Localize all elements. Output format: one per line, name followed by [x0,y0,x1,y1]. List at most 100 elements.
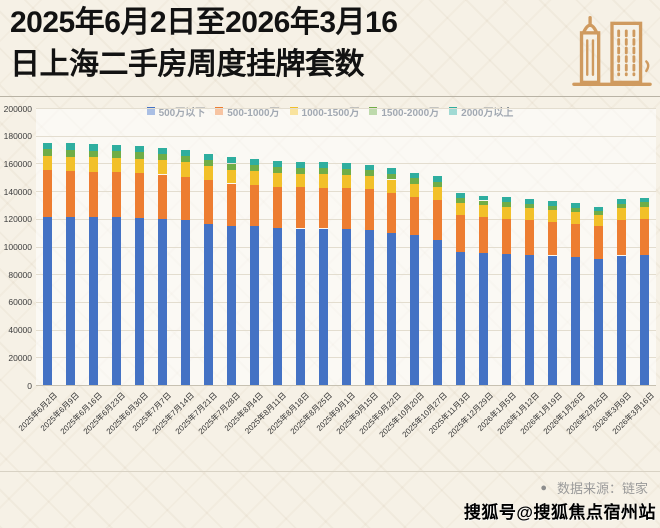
header-divider [0,96,660,97]
bar-segment-500-1000万 [318,187,328,229]
bar-segment-500万以下 [502,254,512,385]
bar-segment-500-1000万 [479,217,489,254]
bar-segment-2000万以上 [525,199,535,204]
bar-segment-2000万以上 [65,143,75,150]
bar-segment-2000万以上 [479,195,489,201]
gridline [36,385,656,386]
bar-segment-1000-1500万 [203,166,213,181]
bar-segment-1500-2000万 [249,165,259,172]
bar-segment-1000-1500万 [548,210,558,222]
bar-segment-1500-2000万 [410,178,420,184]
bar-segment-2000万以上 [111,144,121,152]
bar-segment-500-1000万 [295,187,305,229]
bar-segment-1000-1500万 [88,157,98,172]
bar-segment-500-1000万 [272,186,282,228]
bar-segment-1000-1500万 [341,175,351,189]
watermark-text: 搜狐号@搜狐焦点宿州站 [463,503,656,522]
bar-segment-1500-2000万 [502,202,512,207]
bar-segment-500万以下 [203,223,213,385]
bar-segment-1500-2000万 [594,211,604,216]
bar-segment-1000-1500万 [318,174,328,188]
bar-segment-2000万以上 [571,203,581,208]
bar-segment-1500-2000万 [525,203,535,209]
bar-segment-1500-2000万 [341,169,351,175]
bar-segment-1000-1500万 [433,187,443,201]
bar-segment-500万以下 [617,255,627,385]
y-axis-tick-label: 160000 [3,158,32,169]
y-axis-tick-label: 40000 [8,325,32,336]
bar-segment-500万以下 [433,239,443,385]
bar-segment-1500-2000万 [157,153,167,161]
bar-segment-1000-1500万 [502,206,512,219]
bar-segment-1500-2000万 [640,202,649,207]
bar-segment-500-1000万 [410,196,420,236]
bar-segment-500万以下 [43,216,52,385]
bar-segment-1500-2000万 [134,152,144,159]
bar-segment-2000万以上 [249,159,259,166]
bar-segment-1500-2000万 [318,168,328,175]
bar-segment-1000-1500万 [525,208,535,221]
gridline [36,108,656,109]
y-axis-tick-label: 0 [27,380,32,391]
bar-segment-2000万以上 [387,168,397,174]
bar-segment-1000-1500万 [571,212,581,224]
bar-segment-500-1000万 [640,218,649,255]
bar-segment-500万以下 [364,229,374,385]
bar-segment-500-1000万 [594,226,604,259]
bar-segment-500万以下 [640,254,649,385]
y-axis-tick-label: 80000 [8,269,32,280]
bar-segment-2000万以上 [502,197,512,202]
title-line-1: 2025年6月2日至2026年3月16 [10,6,398,39]
bar-segment-1500-2000万 [65,150,75,157]
bar-segment-500万以下 [594,259,604,385]
bar-segment-500万以下 [111,217,121,385]
bar-segment-1500-2000万 [617,203,627,209]
bar-segment-500-1000万 [387,192,397,233]
bar-segment-1000-1500万 [640,206,649,219]
y-axis-tick-label: 140000 [3,186,32,197]
bar-segment-2000万以上 [43,142,52,150]
bar-segment-500万以下 [410,235,420,385]
bar-segment-500万以下 [525,254,535,385]
bar-segment-1500-2000万 [479,200,489,206]
bar-segment-500-1000万 [157,174,167,219]
bar-segment-1000-1500万 [249,171,259,185]
bar-segment-500-1000万 [203,180,213,224]
bar-segment-500万以下 [88,217,98,385]
bar-segment-1000-1500万 [479,205,489,218]
bar-segment-500万以下 [548,255,558,385]
data-source-text: 数据来源：链家 [556,481,648,496]
data-source: ● 数据来源：链家 [540,478,648,497]
bar-segment-2000万以上 [341,163,351,170]
bar-segment-2000万以上 [617,199,627,204]
bar-segment-500-1000万 [502,218,512,255]
bar-segment-1000-1500万 [226,169,236,184]
bar-segment-2000万以上 [640,197,649,203]
bar-segment-1500-2000万 [88,150,98,158]
bar-segment-500万以下 [249,226,259,385]
bar-segment-1000-1500万 [180,162,190,177]
bar-segment-500万以下 [571,256,581,385]
bar-segment-1500-2000万 [43,149,52,156]
bar-segment-1000-1500万 [456,202,466,216]
bar-segment-1500-2000万 [548,205,558,210]
y-axis-tick-label: 200000 [3,103,32,114]
buildings-icon [572,15,652,86]
bar-segment-1500-2000万 [111,151,121,158]
bar-segment-1000-1500万 [364,176,374,190]
bullet-icon: ● [540,481,547,494]
bar-segment-1000-1500万 [272,173,282,187]
bar-segment-2000万以上 [318,162,328,169]
bar-segment-500万以下 [272,227,282,385]
bar-segment-1500-2000万 [180,155,190,163]
bar-segment-1500-2000万 [203,159,213,167]
bar-segment-500-1000万 [226,183,236,226]
bar-segment-1500-2000万 [272,167,282,173]
bar-segment-1500-2000万 [387,173,397,180]
bar-segment-1000-1500万 [157,160,167,175]
bar-segment-2000万以上 [295,161,305,168]
bar-segment-500万以下 [226,225,236,385]
bar-segment-500万以下 [479,253,489,385]
